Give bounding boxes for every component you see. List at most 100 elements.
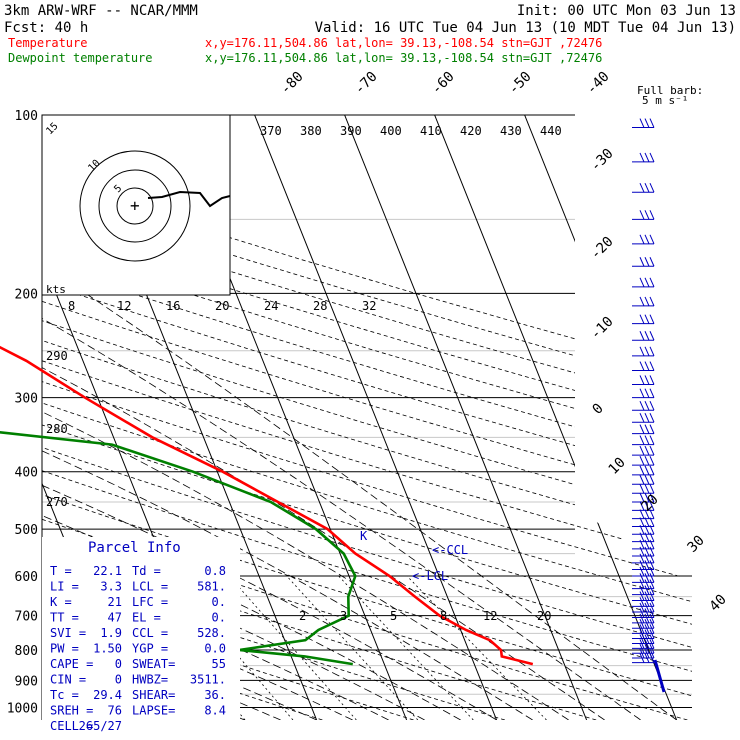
parcel-value: 47: [108, 611, 122, 625]
wind-barb-flag: [639, 183, 645, 193]
dewpoint-location: x,y=176.11,504.86 lat,lon= 39.13,-108.54…: [205, 51, 602, 65]
moist-adiabat: [42, 292, 569, 720]
parcel-value: 55: [212, 657, 226, 671]
wind-barb-flag: [649, 388, 655, 398]
wind-barb-flag: [649, 613, 655, 624]
wind-barb-flag: [644, 591, 650, 601]
parcel-value: 0.: [212, 595, 226, 609]
wind-barb-flag: [639, 501, 645, 511]
wind-barb-flag: [649, 624, 655, 634]
wind-barb-flag: [639, 484, 645, 494]
wind-barb-flag: [639, 566, 645, 577]
wind-barb-flag: [644, 331, 650, 341]
wind-barb-flag: [649, 573, 655, 583]
wind-barb-flag: [639, 634, 645, 644]
mixing-ratio-line: [406, 575, 547, 720]
theta-e-label: 410: [420, 124, 442, 138]
moist-adiabat: [85, 292, 677, 720]
hodograph-speed-label: 28: [313, 299, 327, 313]
wind-barb-flag: [639, 346, 645, 357]
wind-barb-flag: [649, 634, 655, 644]
moist-adiabat: [42, 292, 605, 720]
wind-barb-flag: [649, 455, 655, 466]
wind-barb-flag: [639, 532, 645, 542]
ccl-marker: <-CCL: [432, 543, 468, 557]
dry-adiabat-label: 270: [46, 495, 68, 509]
dewpoint-legend: Dewpoint temperature: [8, 51, 153, 65]
hodograph-speed-label: 24: [264, 299, 278, 313]
pressure-tick-label: 1000: [7, 701, 38, 716]
pressure-tick-label: 500: [15, 523, 38, 538]
parcel-label: LCL =: [132, 580, 168, 594]
wind-barb-flag: [639, 475, 645, 485]
parcel-label: CAPE =: [50, 657, 93, 671]
wind-barb-flag: [644, 118, 650, 128]
wind-barb-flag: [639, 435, 645, 445]
isotherm-label: 0: [590, 401, 607, 418]
isotherm-label: -60: [429, 69, 458, 98]
wind-barb-flag: [649, 653, 655, 663]
hodograph-center: +: [130, 196, 140, 215]
parcel-label: LFC =: [132, 595, 168, 609]
wind-barb-flag: [644, 234, 650, 245]
wind-barb-flag: [639, 234, 645, 245]
wind-barb-flag: [644, 277, 650, 288]
wind-barb-flag: [649, 412, 655, 423]
parcel-value: 581.: [197, 580, 226, 594]
lcl-marker: <-LCL: [412, 569, 448, 583]
wind-barb-flag: [639, 331, 645, 341]
pressure-tick-label: 100: [15, 109, 38, 124]
isotherm-label: 30: [685, 533, 708, 556]
wind-barb-flag: [649, 234, 655, 245]
wind-barb-flag: [649, 445, 655, 456]
hodograph-speed-label: 20: [215, 299, 229, 313]
parcel-value: 0.: [212, 611, 226, 625]
moist-adiabat: [42, 292, 641, 720]
isotherm-label: -50: [506, 69, 535, 98]
wind-barb-flag: [644, 653, 650, 663]
hodograph-frame: [41, 114, 231, 296]
wind-barb-flag: [639, 388, 645, 398]
parcel-value: 0: [115, 657, 122, 671]
wind-barb-flag: [644, 539, 650, 550]
parcel-value: 0: [115, 673, 122, 687]
theta-e-label: 380: [300, 124, 322, 138]
parcel-label: YGP =: [132, 642, 168, 656]
wind-barb-flag: [649, 277, 655, 288]
isotherm-label: -20: [588, 234, 617, 263]
hodograph-ring: [116, 187, 154, 225]
surface-wind-barb: [653, 659, 666, 693]
wind-barb-flag: [639, 653, 645, 663]
temperature-legend: Temperature: [8, 36, 87, 50]
parcel-value: 3511.: [190, 673, 226, 687]
parcel-label: LI =: [50, 580, 79, 594]
mixing-ratio-label: 5: [390, 609, 397, 623]
wind-barb-flag: [649, 210, 655, 220]
wind-barb-flag: [644, 613, 650, 624]
wind-barb-flag: [639, 210, 645, 220]
theta-e-label: 420: [460, 124, 482, 138]
pressure-tick-label: 900: [15, 674, 38, 689]
dry-adiabat-label: 280: [46, 422, 68, 436]
isotherm-line: [524, 115, 692, 720]
wind-barb-flag: [644, 296, 650, 307]
parcel-value: 36.: [204, 688, 226, 702]
theta-e-label: 400: [380, 124, 402, 138]
valid-time: Valid: 16 UTC Tue 04 Jun 13 (10 MDT Tue …: [315, 20, 736, 36]
wind-barb-flag: [644, 183, 650, 193]
wind-barb-flag: [649, 597, 655, 607]
barb-legend-title: Full barb:: [637, 84, 703, 97]
pressure-tick-label: 600: [15, 570, 38, 585]
pressure-tick-label: 200: [15, 287, 38, 302]
hodograph-speed-label: 8: [68, 299, 75, 313]
wind-barb-flag: [644, 435, 650, 445]
wind-barb-flag: [649, 579, 655, 589]
hodograph-speed-label: 32: [362, 299, 376, 313]
wind-barb-flag: [649, 546, 655, 557]
wind-barb-flag: [639, 560, 645, 570]
wind-barb-flag: [639, 613, 645, 624]
parcel-label: TT =: [50, 611, 79, 625]
isotherm-label: -30: [588, 146, 617, 175]
wind-barb-flag: [649, 361, 655, 371]
